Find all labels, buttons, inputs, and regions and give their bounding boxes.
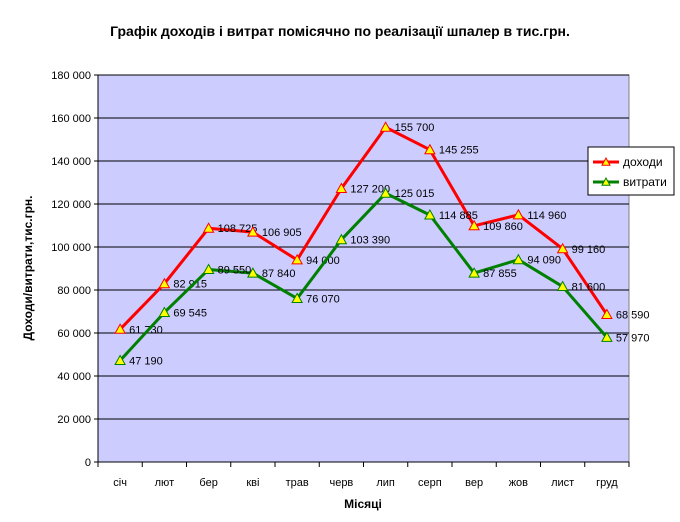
data-label: 76 070 [306,293,340,305]
x-tick-label: кві [246,477,259,489]
legend-marker [601,176,611,186]
data-label: 103 390 [350,235,390,247]
data-point [247,226,259,237]
data-point [379,121,392,132]
data-point [291,253,303,265]
x-tick-label: черв [329,477,353,489]
y-tick-label: 40 000 [57,371,91,383]
data-point [335,182,348,194]
data-label: 145 255 [439,145,479,157]
legend-box [587,146,675,196]
data-label: 94 000 [306,255,340,267]
data-label: 87 840 [262,268,296,280]
x-axis: січ лют бер кві трав черв лип серп вер жов лист гру… [97,462,630,489]
data-label: 57 970 [616,332,650,344]
plot-area [97,74,630,463]
x-tick-label: груд [596,477,618,489]
data-point [601,331,613,342]
y-tick-label: 60 000 [57,328,91,340]
chart-title: Графік доходів і витрат помісячно по реа… [110,23,570,39]
data-point [601,308,613,320]
legend-label: доходи [623,155,663,169]
x-axis-title: Місяці [344,497,382,511]
y-tick-label: 140 000 [51,156,91,168]
data-point [556,280,569,292]
legend-marker [601,156,611,166]
data-label: 114 885 [439,210,478,222]
x-tick-label: вер [465,477,483,489]
series-2: 47 190 69 545 89 550 87 840 76 070 103 390 125… [114,187,650,368]
x-tick-label: жов [509,477,528,489]
y-tick-label: 80 000 [57,285,91,297]
gridlines [98,74,629,420]
data-label: 109 860 [483,221,523,233]
data-label: 127 200 [350,184,390,196]
y-tick-label: 160 000 [51,113,91,125]
data-point [512,253,525,265]
data-label: 89 550 [218,264,252,276]
x-tick-label: лист [551,477,574,489]
data-point [424,208,436,220]
data-point [468,219,480,231]
data-label: 82 915 [173,279,207,291]
data-point [158,306,171,317]
data-label: 125 015 [395,188,435,200]
data-point [247,267,259,278]
y-axis: 0 20 000 40 000 60 000 80 000 100 000 120 000 1… [51,70,629,469]
data-label: 106 905 [262,227,302,239]
data-point [202,263,215,274]
series-line [119,191,609,362]
data-label: 68 590 [616,310,650,322]
data-point [512,208,525,220]
data-point [468,267,480,278]
data-label: 99 160 [572,244,606,256]
x-tick-label: трав [286,477,309,489]
y-tick-label: 20 000 [57,414,91,426]
series-line [119,125,609,331]
legend-label: витрати [623,175,667,189]
data-point [291,292,303,303]
data-point [424,143,436,155]
y-tick-label: 100 000 [51,242,91,254]
data-point [114,354,126,366]
x-tick-label: бер [199,477,217,489]
data-point [158,277,171,289]
data-label: 87 855 [483,268,517,280]
legend: доходи витрати [587,146,675,196]
y-tick-label: 180 000 [51,70,91,82]
data-label: 108 725 [218,223,258,235]
x-tick-label: лип [376,477,395,489]
data-label: 81 600 [572,282,606,294]
data-label: 94 090 [527,255,561,267]
y-axis-title: Доходи/витрати,тис.грн. [21,196,35,341]
x-tick-label: січ [113,477,127,489]
data-label: 69 545 [173,307,207,319]
y-tick-label: 0 [85,457,91,469]
data-point [202,222,215,233]
x-tick-label: лют [155,477,174,489]
data-label: 114 960 [527,210,566,222]
data-label: 155 700 [395,122,435,134]
data-point [556,242,569,254]
data-point [335,233,348,245]
data-point [379,187,392,198]
y-tick-label: 120 000 [51,199,91,211]
data-label: 47 190 [129,356,163,368]
x-tick-label: серп [418,477,442,489]
data-point [114,323,126,334]
